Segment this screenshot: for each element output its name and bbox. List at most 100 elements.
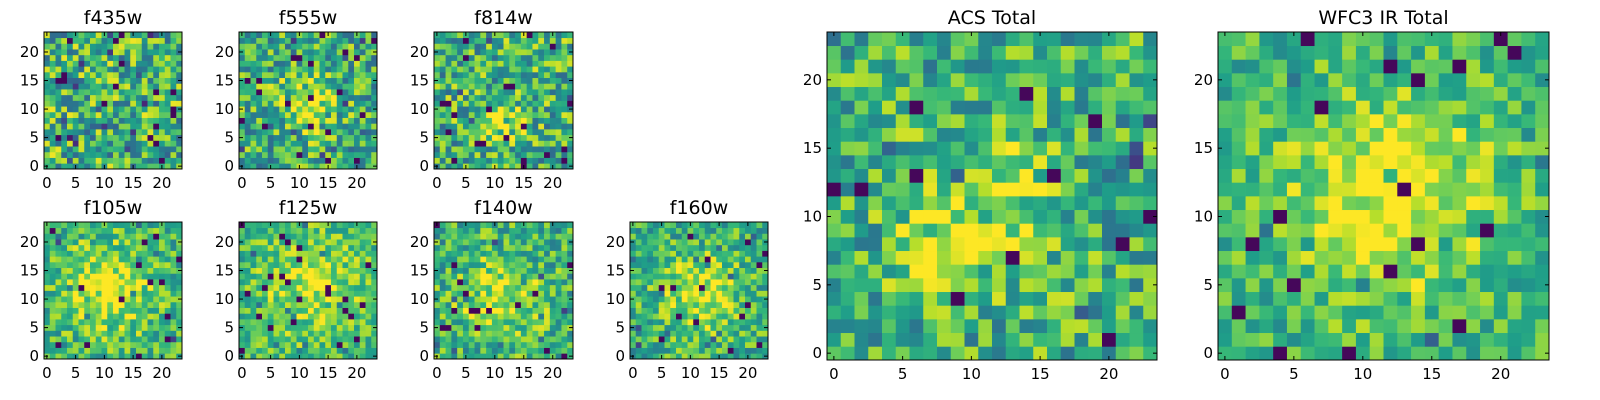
- heatmap-cell: [164, 244, 171, 251]
- heatmap-cell: [503, 134, 510, 141]
- heatmap-cell: [727, 222, 734, 229]
- heatmap-cell: [1355, 332, 1371, 347]
- heatmap-cell: [526, 60, 533, 67]
- heatmap-cell: [365, 267, 372, 274]
- heatmap-cell: [1115, 86, 1130, 101]
- heatmap-cell: [153, 273, 160, 280]
- heatmap-cell: [348, 49, 355, 56]
- heatmap-cell: [1259, 332, 1274, 347]
- heatmap-cell: [687, 239, 694, 246]
- heatmap-cell: [84, 279, 91, 286]
- heatmap-cell: [630, 261, 637, 269]
- heatmap-cell: [716, 307, 723, 314]
- heatmap-cell: [854, 114, 869, 129]
- heatmap-cell: [164, 54, 171, 61]
- heatmap-cell: [331, 60, 338, 67]
- heatmap-cell: [515, 163, 522, 170]
- heatmap-cell: [371, 319, 378, 326]
- heatmap-cell: [693, 250, 700, 257]
- x-tick-label: 10: [485, 364, 504, 382]
- heatmap-cell: [544, 106, 551, 113]
- heatmap-cell: [658, 347, 665, 354]
- y-tick-label: 10: [215, 290, 234, 308]
- heatmap-cell: [331, 146, 338, 153]
- heatmap-cell: [664, 250, 671, 257]
- heatmap-cell: [90, 89, 97, 96]
- heatmap-cell: [61, 296, 68, 303]
- heatmap-cell: [348, 256, 355, 263]
- heatmap-cell: [555, 94, 562, 101]
- heatmap-cell: [1088, 100, 1103, 115]
- heatmap-cell: [486, 140, 493, 147]
- heatmap-cell: [555, 100, 562, 107]
- heatmap-cell: [937, 155, 952, 170]
- heatmap-cell: [693, 336, 700, 343]
- heatmap-cell: [1521, 332, 1536, 347]
- heatmap-cell: [159, 284, 166, 291]
- heatmap-cell: [658, 284, 665, 291]
- heatmap-cell: [756, 222, 763, 229]
- heatmap-cell: [365, 261, 372, 269]
- heatmap-cell: [273, 324, 280, 331]
- heatmap-cell: [950, 86, 965, 101]
- heatmap-cell: [854, 264, 869, 279]
- heatmap-cell: [739, 261, 746, 269]
- heatmap-cell: [497, 307, 504, 314]
- heatmap-cell: [90, 60, 97, 67]
- heatmap-cell: [840, 73, 855, 88]
- heatmap-cell: [544, 250, 551, 257]
- heatmap-cell: [336, 134, 343, 141]
- heatmap-cell: [1115, 196, 1130, 211]
- heatmap-cell: [1005, 32, 1020, 47]
- heatmap-cell: [170, 284, 177, 291]
- heatmap-cell: [354, 313, 361, 320]
- heatmap-cell: [308, 239, 315, 246]
- heatmap-cell: [681, 284, 688, 291]
- heatmap-cell: [49, 319, 56, 326]
- heatmap-cell: [457, 77, 464, 84]
- heatmap-cell: [336, 290, 343, 297]
- heatmap-cell: [49, 60, 56, 67]
- heatmap-cell: [365, 123, 372, 130]
- heatmap-cell: [67, 49, 74, 56]
- heatmap-cell: [365, 157, 372, 164]
- heatmap-cell: [78, 324, 85, 331]
- heatmap-cell: [474, 296, 481, 303]
- heatmap-cell: [520, 43, 528, 50]
- heatmap-cell: [964, 182, 979, 197]
- heatmap-cell: [1060, 209, 1075, 224]
- heatmap-cell: [509, 60, 516, 67]
- heatmap-cell: [67, 77, 74, 84]
- heatmap-cell: [67, 307, 74, 314]
- heatmap-cell: [67, 233, 74, 240]
- heatmap-cell: [1033, 209, 1048, 224]
- heatmap-cell: [49, 106, 56, 113]
- heatmap-cell: [78, 290, 85, 297]
- heatmap-cell: [658, 330, 665, 337]
- heatmap-cell: [704, 244, 711, 251]
- heatmap-cell: [727, 250, 734, 257]
- heatmap-cell: [90, 353, 97, 360]
- heatmap-cell: [950, 223, 965, 238]
- heatmap-cell: [61, 336, 68, 343]
- heatmap-cell: [371, 54, 378, 61]
- heatmap-cell: [445, 134, 452, 141]
- heatmap-cell: [331, 256, 338, 263]
- heatmap-cell: [549, 279, 556, 286]
- heatmap-cell: [567, 341, 574, 348]
- heatmap-cell: [72, 261, 79, 269]
- heatmap-cell: [687, 256, 694, 263]
- heatmap-cell: [978, 250, 993, 265]
- heatmap-cell: [739, 273, 746, 280]
- heatmap-cell: [331, 319, 338, 326]
- heatmap-cell: [526, 151, 533, 158]
- heatmap-cell: [244, 353, 251, 360]
- heatmap-cell: [90, 49, 97, 56]
- heatmap-cell: [497, 94, 504, 101]
- heatmap-cell: [445, 146, 452, 153]
- y-tick-label: 5: [224, 319, 234, 337]
- heatmap-cell: [84, 106, 91, 113]
- heatmap-cell: [544, 279, 551, 286]
- heatmap-cell: [549, 157, 556, 164]
- heatmap-cell: [635, 256, 642, 263]
